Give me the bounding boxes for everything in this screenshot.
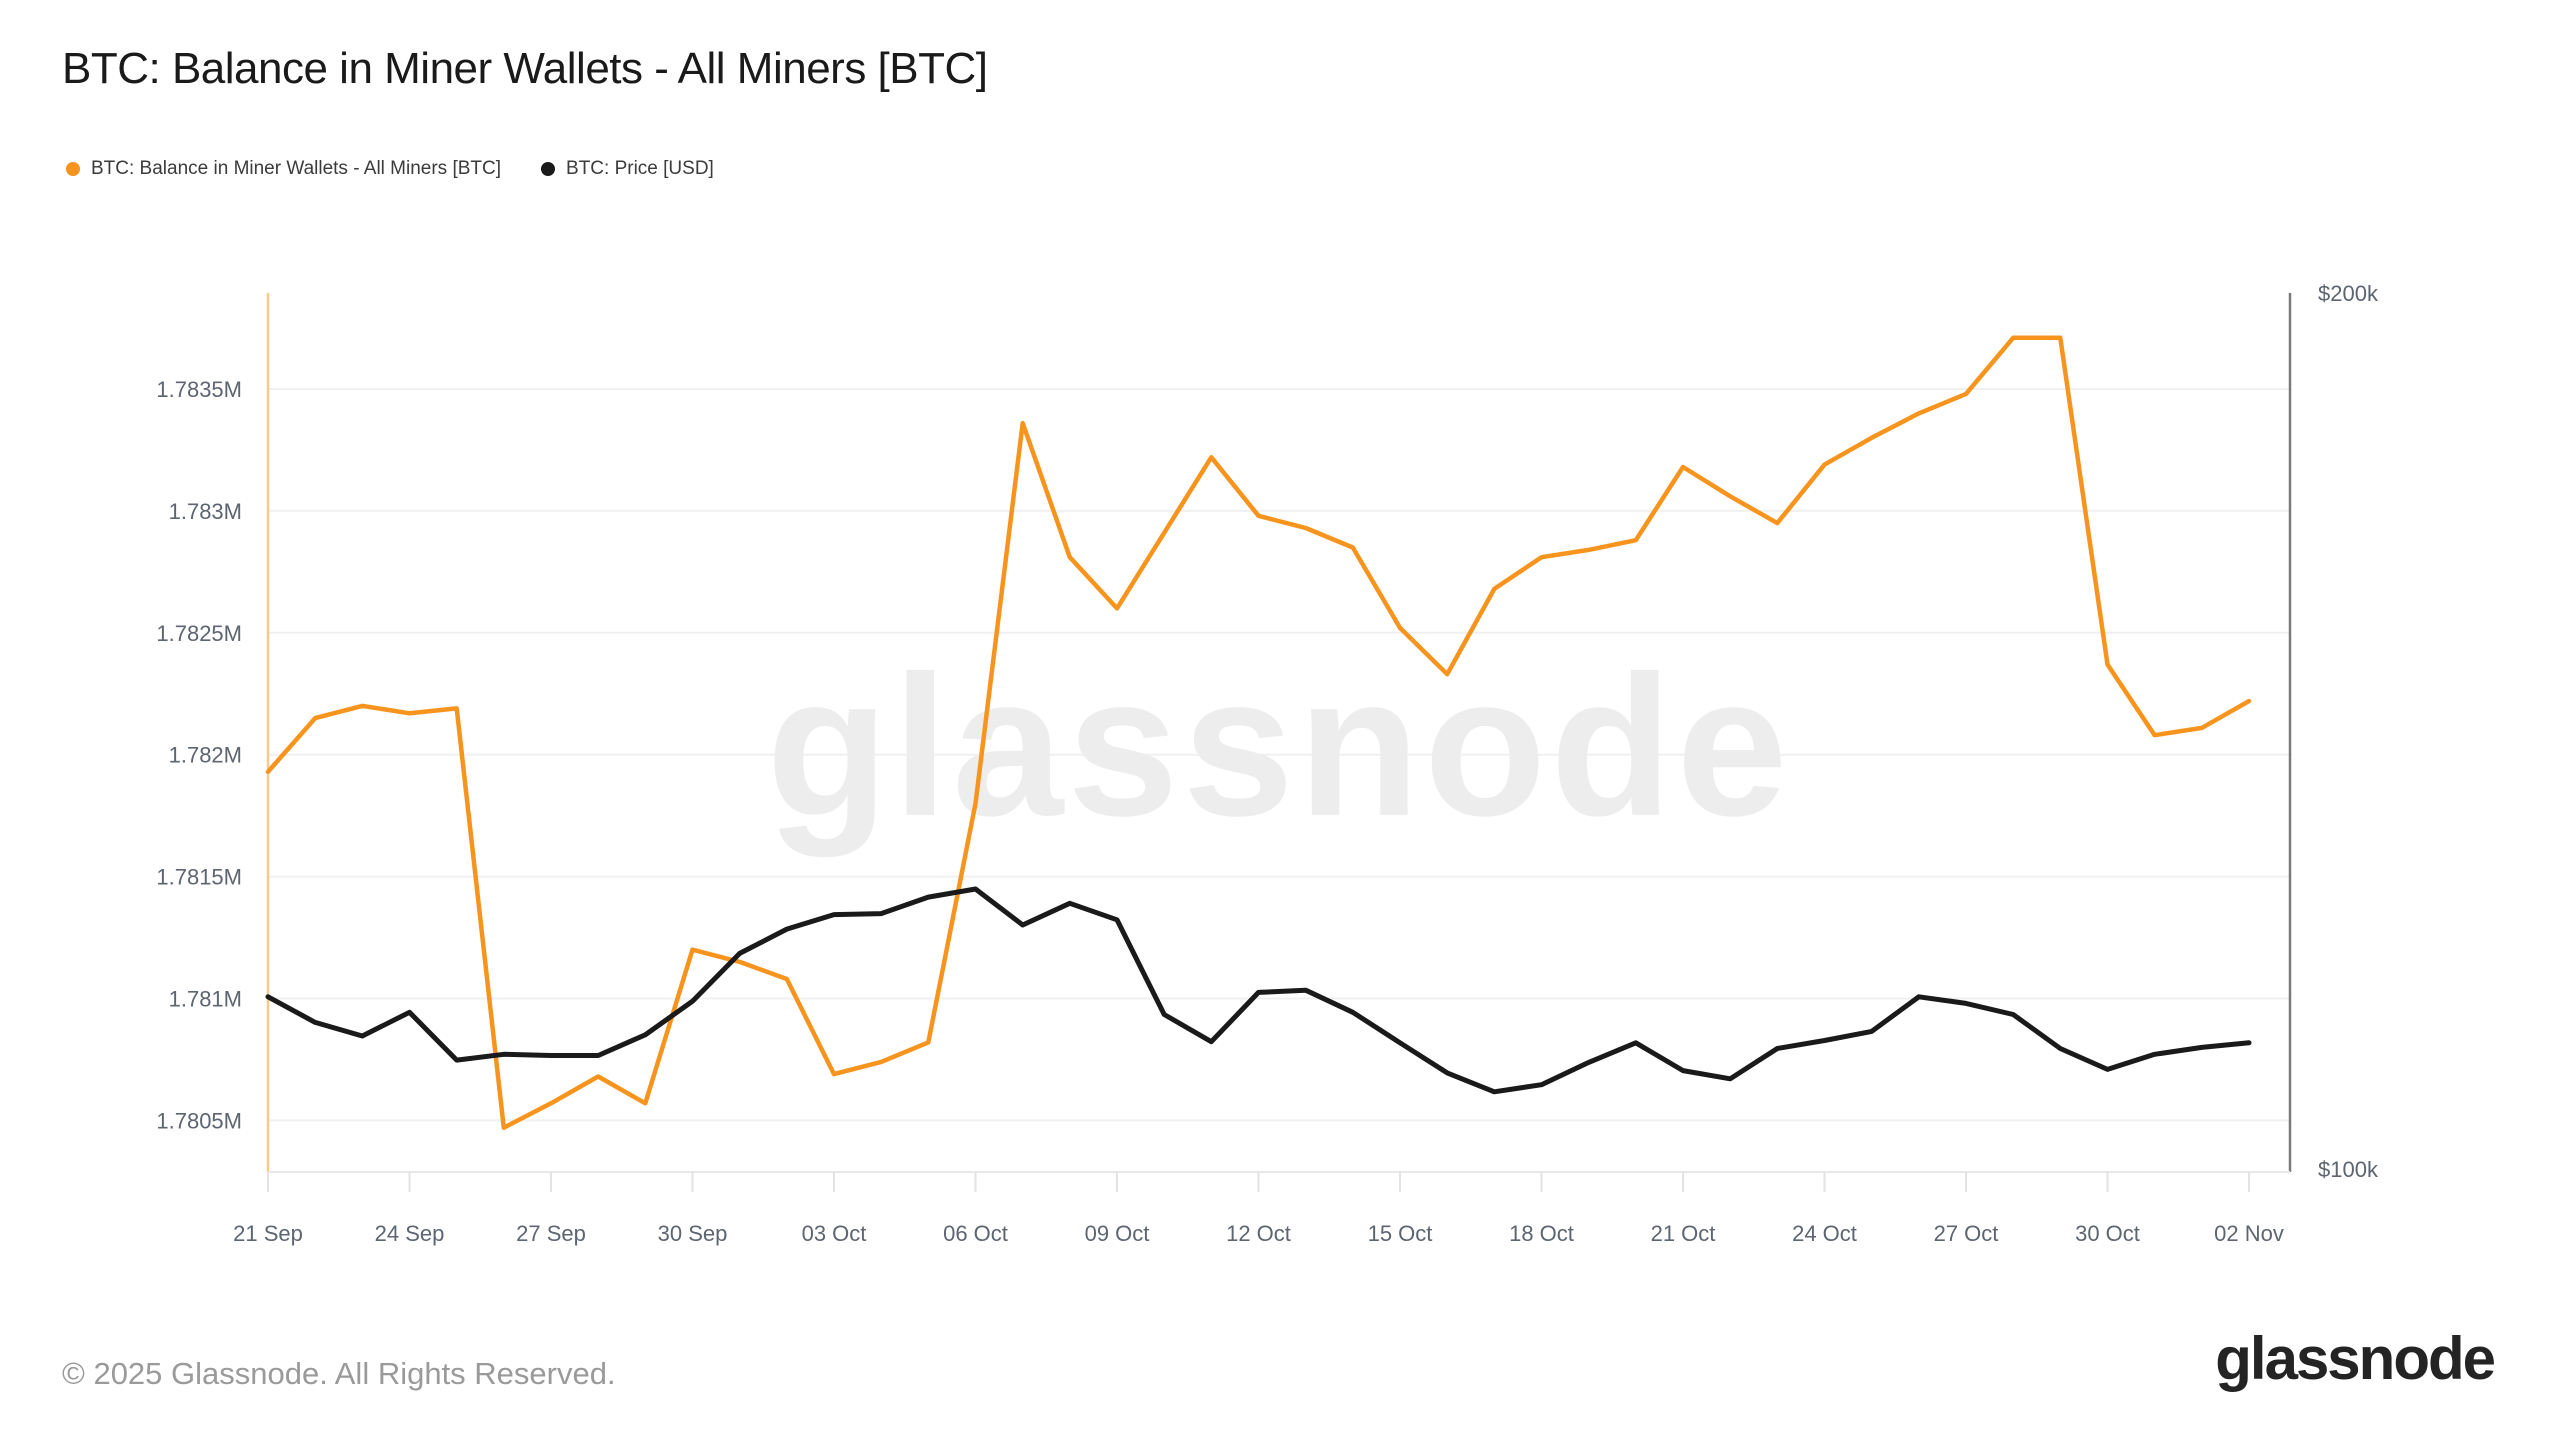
x-tick-label: 27 Sep: [516, 1221, 586, 1246]
legend-item-balance[interactable]: BTC: Balance in Miner Wallets - All Mine…: [66, 158, 501, 180]
y-axis-label-right: $100k: [2318, 1157, 2379, 1182]
page-title: BTC: Balance in Miner Wallets - All Mine…: [62, 44, 988, 93]
legend-label-price: BTC: Price [USD]: [566, 158, 714, 179]
x-tick-label: 02 Nov: [2214, 1221, 2284, 1246]
x-tick-label: 24 Sep: [375, 1221, 445, 1246]
x-tick-label: 06 Oct: [943, 1221, 1008, 1246]
y-axis-label-left: 1.7805M: [156, 1108, 242, 1133]
x-tick-label: 24 Oct: [1792, 1221, 1857, 1246]
legend-item-price[interactable]: BTC: Price [USD]: [541, 158, 714, 180]
legend: BTC: Balance in Miner Wallets - All Mine…: [66, 158, 714, 180]
y-axis-label-left: 1.782M: [169, 743, 242, 768]
balance-line: [265, 335, 2252, 1130]
y-axis-label-left: 1.783M: [169, 499, 242, 524]
watermark-text: glassnode: [766, 635, 1791, 858]
y-axis-label-left: 1.781M: [169, 987, 242, 1012]
x-tick-label: 21 Sep: [233, 1221, 303, 1246]
x-tick-label: 15 Oct: [1368, 1221, 1433, 1246]
price-line: [265, 886, 2252, 1095]
y-axis-label-left: 1.7835M: [156, 377, 242, 402]
y-axis-label-left: 1.7825M: [156, 621, 242, 646]
x-tick-label: 30 Sep: [658, 1221, 728, 1246]
price-series-dot-icon: [541, 162, 556, 176]
x-tick-label: 27 Oct: [1934, 1221, 1999, 1246]
x-tick-label: 12 Oct: [1226, 1221, 1291, 1246]
balance-series-dot-icon: [66, 162, 80, 176]
x-tick-label: 03 Oct: [802, 1221, 867, 1246]
x-tick-label: 09 Oct: [1085, 1221, 1150, 1246]
glassnode-logo: glassnode: [2215, 1325, 2496, 1392]
x-tick-label: 30 Oct: [2075, 1221, 2140, 1246]
legend-label-balance: BTC: Balance in Miner Wallets - All Mine…: [91, 158, 502, 179]
copyright-text: © 2025 Glassnode. All Rights Reserved.: [62, 1356, 616, 1391]
x-tick-label: 18 Oct: [1509, 1221, 1574, 1246]
x-tick-label: 21 Oct: [1651, 1221, 1716, 1246]
y-axis-label-right: $200k: [2318, 281, 2379, 306]
y-axis-label-left: 1.7815M: [156, 865, 242, 890]
